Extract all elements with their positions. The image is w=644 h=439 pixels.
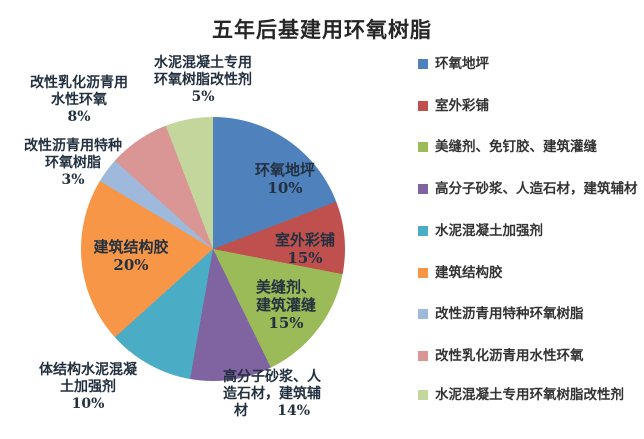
slice-label-structural-adhesive: 建筑结构胶 20% [93,238,169,274]
slice-label-modified-asphalt-epoxy: 改性沥青用特种 环氧树脂 3% [24,138,122,188]
legend-item-epoxy-flooring: 环氧地坪 [418,56,640,72]
slice-label-outdoor-color-paving: 室外彩铺 15% [274,231,336,267]
slice-label-waterborne-epoxy: 改性乳化沥青用 水性环氧 8% [30,75,128,125]
legend-marker-polymer-mortar [418,184,428,194]
legend-marker-epoxy-flooring [418,59,428,69]
slice-label-concrete-strengthener: 体结构水泥混凝 土加强剂 10% [39,362,137,412]
legend-label: 改性乳化沥青用水性环氧 [435,348,584,364]
legend-label: 水泥混凝土专用环氧树脂改性剂 [435,387,624,403]
pie-chart [81,117,345,381]
legend-item-concrete-strengthener: 水泥混凝土加强剂 [418,223,640,239]
legend-item-concrete-epoxy-modifier: 水泥混凝土专用环氧树脂改性剂 [418,387,640,403]
slice-label-epoxy-flooring: 环氧地坪 10% [254,161,316,197]
legend-label: 改性沥青用特种环氧树脂 [435,306,584,322]
legend: 环氧地坪 室外彩铺 美缝剂、免钉胶、建筑灌缝 高分子砂浆、人造石材，建筑辅材 水… [418,0,642,439]
legend-marker-concrete-epoxy-modifier [418,390,428,400]
legend-marker-outdoor-color-paving [418,101,428,111]
legend-item-structural-adhesive: 建筑结构胶 [418,265,640,281]
legend-item-waterborne-epoxy: 改性乳化沥青用水性环氧 [418,348,640,364]
legend-item-outdoor-color-paving: 室外彩铺 [418,98,640,114]
legend-label: 环氧地坪 [435,56,489,72]
legend-label: 美缝剂、免钉胶、建筑灌缝 [435,139,597,155]
legend-marker-joint-sealant [418,142,428,152]
chart-title: 五年后基建用环氧树脂 [212,17,432,42]
legend-label: 室外彩铺 [435,98,489,114]
legend-item-joint-sealant: 美缝剂、免钉胶、建筑灌缝 [418,139,640,155]
legend-marker-modified-asphalt-epoxy [418,309,428,319]
slice-label-polymer-mortar: 高分子砂浆、人 造石材，建筑辅 材 14% [223,369,321,419]
legend-marker-waterborne-epoxy [418,351,428,361]
legend-item-polymer-mortar: 高分子砂浆、人造石材，建筑辅材 [418,181,640,197]
legend-marker-structural-adhesive [418,268,428,278]
legend-item-modified-asphalt-epoxy: 改性沥青用特种环氧树脂 [418,306,640,322]
legend-label: 高分子砂浆、人造石材，建筑辅材 [435,181,638,197]
legend-marker-concrete-strengthener [418,226,428,236]
slice-label-joint-sealant: 美缝剂、 建筑灌缝 15% [255,278,317,332]
slice-label-concrete-epoxy-modifier: 水泥混凝土专用 环氧树脂改性剂 5% [154,55,252,105]
legend-label: 建筑结构胶 [435,265,503,281]
legend-label: 水泥混凝土加强剂 [435,223,543,239]
